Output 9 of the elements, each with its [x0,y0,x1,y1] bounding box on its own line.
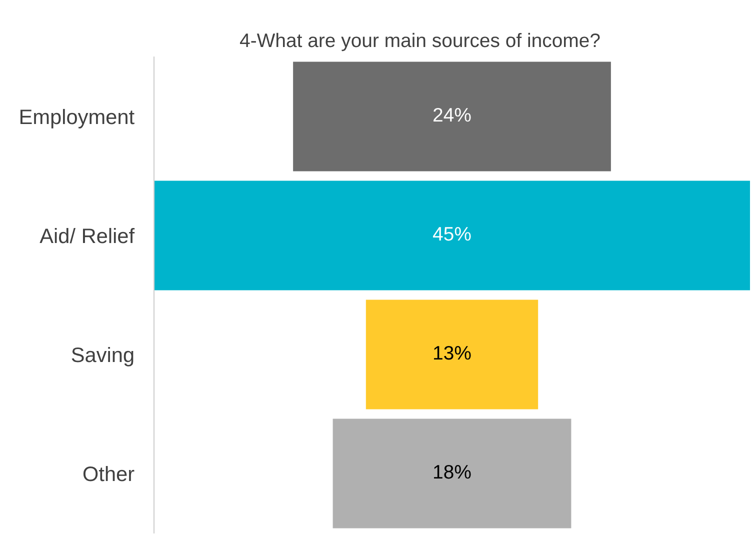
data-label: 18% [434,464,471,479]
category-label: Other [83,466,134,482]
data-label: 45% [432,227,471,241]
category-label: Employment [20,108,134,128]
category-label: Saving [72,346,134,366]
category-label: Aid/ Relief [40,228,135,244]
data-label: 24% [434,108,471,122]
data-label: 13% [434,346,471,360]
text: 4-What are your main sources of income? [240,32,600,52]
